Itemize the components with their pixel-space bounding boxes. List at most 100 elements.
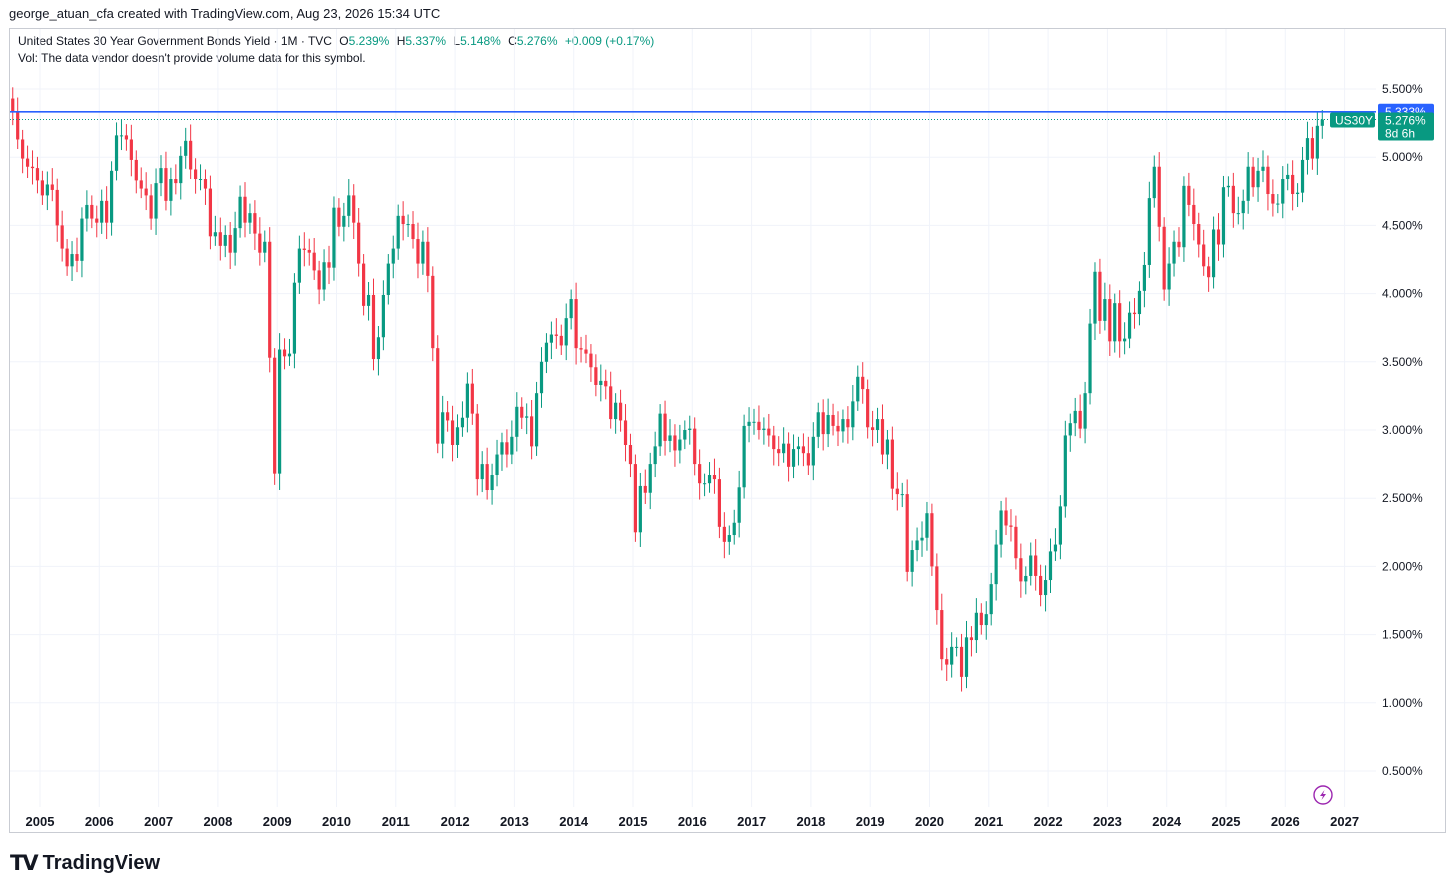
candle-body	[777, 449, 781, 454]
candle-body	[618, 402, 623, 421]
candle-body	[1281, 179, 1285, 204]
candle-body	[525, 416, 529, 418]
lightning-icon[interactable]	[1313, 785, 1333, 805]
candle-body	[1320, 119, 1324, 126]
candle-body	[1019, 558, 1023, 582]
candle-body	[65, 248, 69, 267]
candle-body	[930, 513, 934, 567]
candle-body	[342, 215, 346, 227]
candle-body	[490, 475, 494, 491]
candle-body	[208, 188, 213, 237]
candle-body	[1192, 204, 1196, 225]
candle-body	[905, 494, 909, 572]
x-tick-label: 2024	[1152, 814, 1182, 829]
low-label: L	[453, 34, 461, 48]
candle-body	[861, 376, 865, 390]
candle-body	[856, 376, 860, 402]
candle-body	[1152, 166, 1156, 199]
candle-body	[1132, 312, 1137, 315]
candle-body	[1014, 526, 1018, 559]
candle-body	[179, 155, 183, 184]
candle-body	[352, 195, 356, 223]
last-value-text: 5.276%	[1385, 114, 1426, 128]
candle-body	[258, 233, 262, 253]
candle-body	[1118, 303, 1122, 342]
candle-body	[712, 475, 717, 480]
candle-body	[707, 475, 712, 484]
candle-body	[475, 413, 479, 480]
candle-body	[510, 436, 514, 455]
candle-body	[534, 393, 539, 447]
candle-body	[732, 522, 736, 536]
candle-body	[124, 135, 129, 140]
candle-body	[174, 179, 178, 184]
change-value: +0.009 (+0.17%)	[564, 34, 655, 48]
x-tick-label: 2026	[1271, 814, 1300, 829]
candle-body	[500, 442, 504, 455]
candlestick-chart[interactable]: 5.500% 5.000% 4.500% 4.000% 3.500% 3.000% 2.50…	[10, 29, 1446, 833]
candle-body	[969, 637, 974, 641]
candle-body	[366, 294, 371, 306]
candle-body	[60, 225, 64, 249]
candle-body	[455, 427, 460, 446]
candle-body	[1310, 138, 1315, 159]
candle-body	[35, 168, 40, 181]
candle-body	[821, 412, 825, 435]
candle-body	[643, 485, 647, 493]
candle-body	[421, 241, 425, 264]
candle-body	[105, 200, 109, 223]
candle-body	[198, 179, 203, 181]
symbol-flag-text: US30Y	[1335, 114, 1373, 128]
tradingview-logo[interactable]: 𝗧𝗩 TradingView	[10, 851, 160, 875]
candle-body	[100, 200, 104, 223]
candle-body	[935, 566, 939, 611]
candle-body	[292, 282, 297, 354]
candle-body	[727, 535, 731, 542]
candle-body	[1039, 575, 1043, 596]
candle-body	[273, 357, 277, 474]
candle-body	[114, 135, 119, 171]
candle-body	[1167, 263, 1171, 290]
candle-body	[1053, 544, 1058, 552]
x-tick-label: 2008	[203, 814, 232, 829]
x-tick-label: 2022	[1034, 814, 1063, 829]
candle-body	[638, 485, 642, 533]
candle-body	[515, 406, 519, 437]
candle-body	[1078, 410, 1082, 429]
candle-body	[811, 436, 815, 466]
x-tick-label: 2016	[678, 814, 707, 829]
candle-body	[1048, 551, 1053, 581]
candle-body	[1024, 575, 1028, 582]
candle-body	[974, 612, 978, 641]
candle-body	[1315, 125, 1319, 159]
candle-body	[1142, 264, 1146, 291]
candle-body	[688, 428, 692, 430]
y-tick-label: 5.000%	[1382, 150, 1423, 164]
candle-body	[757, 421, 761, 430]
candle-body	[1246, 166, 1250, 201]
candle-body	[747, 421, 751, 426]
candle-body	[109, 170, 114, 223]
candle-body	[831, 414, 835, 426]
y-tick-label: 0.500%	[1382, 764, 1423, 778]
candle-body	[920, 537, 924, 541]
candle-body	[609, 386, 613, 420]
candle-body	[164, 168, 168, 201]
candle-body	[722, 526, 726, 542]
candle-body	[880, 419, 885, 455]
x-tick-label: 2014	[559, 814, 589, 829]
candle-body	[278, 349, 282, 474]
candle-body	[45, 184, 49, 196]
candle-body	[964, 637, 969, 677]
candle-body	[678, 439, 682, 451]
candle-body	[362, 263, 366, 306]
candle-body	[416, 239, 420, 264]
candle-body	[782, 443, 786, 454]
candle-body	[317, 270, 321, 290]
candle-body	[297, 248, 301, 283]
candle-body	[357, 222, 361, 264]
candle-body	[1226, 185, 1230, 188]
candle-body	[307, 249, 311, 253]
candle-body	[955, 646, 959, 648]
candle-body	[495, 454, 499, 476]
